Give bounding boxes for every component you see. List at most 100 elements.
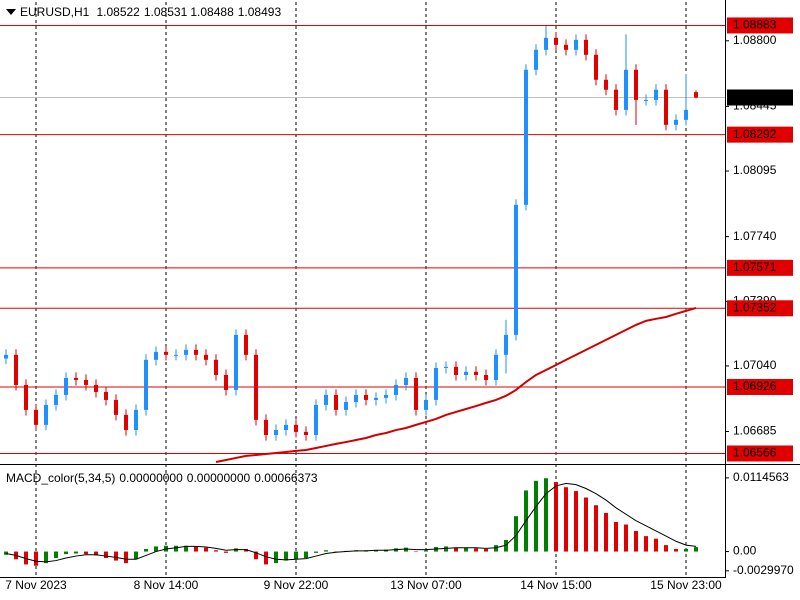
indicator-readout: 0.00000000 [187,471,251,485]
candle-body [334,394,338,410]
candle-body [494,354,498,380]
candle-body [114,399,118,415]
candle-body [14,354,18,385]
macd-bar [304,551,308,558]
macd-bar [314,551,318,553]
high-readout: 1.08531 [144,5,188,19]
macd-bar [104,551,108,558]
candle-body [634,69,638,100]
y-tick-label: 0.00 [733,544,757,558]
level-label-box [727,17,793,34]
level-label-box [727,300,793,317]
candle-body [514,204,518,335]
macd-bar [534,480,538,552]
candle-body [264,419,268,436]
candle-body [664,89,668,125]
macd-bar [604,512,608,552]
candle-body [454,366,458,375]
x-tick-label: 7 Nov 2023 [5,578,67,592]
candle-body [34,409,38,425]
level-label: 1.08292 [733,127,777,141]
macd-bar [644,536,648,552]
macd-bar [154,546,158,552]
macd-bar [134,551,138,560]
candle-body [564,44,568,50]
macd-bar [694,547,698,552]
candle-body [684,109,688,120]
candle-body [654,89,658,100]
macd-bar [204,547,208,552]
candle-body [504,334,508,355]
macd-bar [214,550,218,552]
candle-body [24,384,28,410]
macd-bar [124,551,128,564]
symbol: EURUSD,H1 [20,5,90,19]
candle-body [464,371,468,375]
macd-bar [24,551,28,565]
candle-body [554,37,558,45]
chart-header: EURUSD,H1 1.08522 1.08531 1.08488 1.08493 [20,5,281,19]
macd-bar [474,548,478,552]
candle-body [284,424,288,431]
candle-body [74,377,78,380]
moving-average [215,306,697,463]
level-label-box [727,378,793,395]
indicator-name: MACD_color(5,34,5) [6,471,115,485]
indicator-readout: 0.00000000 [119,471,183,485]
macd-bar [174,545,178,552]
candle-body [524,69,528,205]
candle-body [214,359,218,375]
menu-arrow[interactable] [6,9,16,15]
candle-body [384,394,388,398]
macd-bar [464,547,468,552]
candle-body [694,92,698,98]
macd-bar [584,497,588,552]
macd-bar [494,545,498,552]
macd-bar [564,487,568,552]
macd-bar [634,530,638,552]
macd-bar [324,550,328,552]
y-tick-label: 1.07740 [733,229,777,243]
macd-bar [34,551,38,566]
candle-body [644,99,648,101]
macd-bar [624,524,628,552]
candle-body [164,351,168,355]
open-readout: 1.08522 [96,5,140,19]
macd-bar [274,551,278,564]
macd-bar [574,491,578,552]
macd-bar [94,551,98,556]
macd-bar [504,539,508,552]
y-tick-label: 1.07040 [733,358,777,372]
candle-body [254,354,258,420]
macd-bar [144,548,148,552]
candle-body [354,394,358,402]
macd-bar [64,551,68,555]
candle-body [174,354,178,356]
level-label: 1.06566 [733,446,777,460]
candle-body [44,404,48,425]
close-readout: 1.08493 [238,5,282,19]
macd-bar [404,547,408,552]
candle-body [474,371,478,375]
candle-body [374,397,378,400]
level-label: 1.08883 [733,18,777,32]
macd-bar [374,550,378,552]
macd-bar [184,545,188,552]
candle-body [424,399,428,410]
macd-bar [484,548,488,552]
macd-bar [294,551,298,560]
candle-body [444,366,448,368]
candle-body [104,391,108,400]
candle-body [394,384,398,395]
macd-bar [264,551,268,565]
macd-bar [554,482,558,552]
x-tick-label: 8 Nov 14:00 [134,578,199,592]
candle-body [314,404,318,436]
x-tick-label: 15 Nov 23:00 [650,578,722,592]
macd-bar [284,551,288,561]
candle-body [84,379,88,385]
candle-body [364,394,368,400]
y-tick-label: 1.08800 [733,33,777,47]
candle-body [594,54,598,80]
